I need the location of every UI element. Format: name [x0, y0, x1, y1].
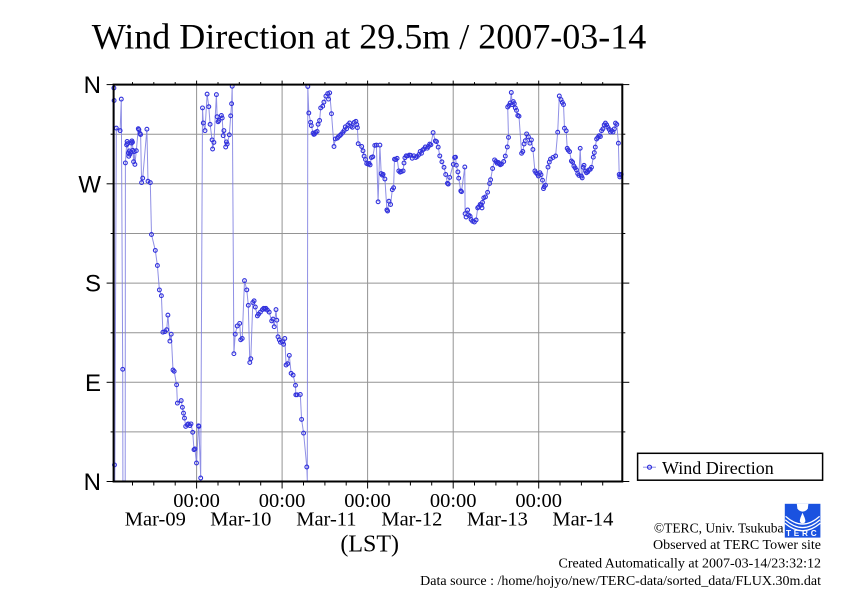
svg-text:Observed at TERC Tower site: Observed at TERC Tower site [653, 538, 821, 553]
svg-text:00:00: 00:00 [173, 490, 220, 512]
svg-text:N: N [84, 72, 101, 99]
svg-text:(LST): (LST) [340, 532, 399, 558]
svg-text:Wind Direction at 29.5m / 2007: Wind Direction at 29.5m / 2007-03-14 [92, 17, 646, 57]
svg-text:00:00: 00:00 [344, 490, 391, 512]
svg-text:Mar-09: Mar-09 [125, 509, 186, 531]
svg-text:Mar-10: Mar-10 [210, 509, 271, 531]
svg-text:E: E [85, 370, 101, 397]
svg-text:©TERC, Univ. Tsukuba: ©TERC, Univ. Tsukuba [654, 521, 784, 536]
svg-text:00:00: 00:00 [430, 490, 477, 512]
svg-text:Wind Direction: Wind Direction [662, 458, 774, 478]
svg-text:Mar-12: Mar-12 [381, 509, 442, 531]
svg-text:Data source : /home/hojyo/new/: Data source : /home/hojyo/new/TERC-data/… [420, 574, 821, 589]
svg-text:S: S [85, 271, 101, 298]
svg-text:Mar-11: Mar-11 [296, 509, 356, 531]
svg-text:N: N [84, 469, 101, 496]
svg-text:00:00: 00:00 [515, 490, 562, 512]
svg-text:TERC: TERC [786, 529, 820, 538]
svg-text:Created Automatically at 2007-: Created Automatically at 2007-03-14/23:3… [559, 557, 821, 572]
svg-text:W: W [78, 171, 101, 198]
svg-text:Mar-14: Mar-14 [552, 509, 613, 531]
svg-text:00:00: 00:00 [259, 490, 306, 512]
svg-text:Mar-13: Mar-13 [467, 509, 528, 531]
